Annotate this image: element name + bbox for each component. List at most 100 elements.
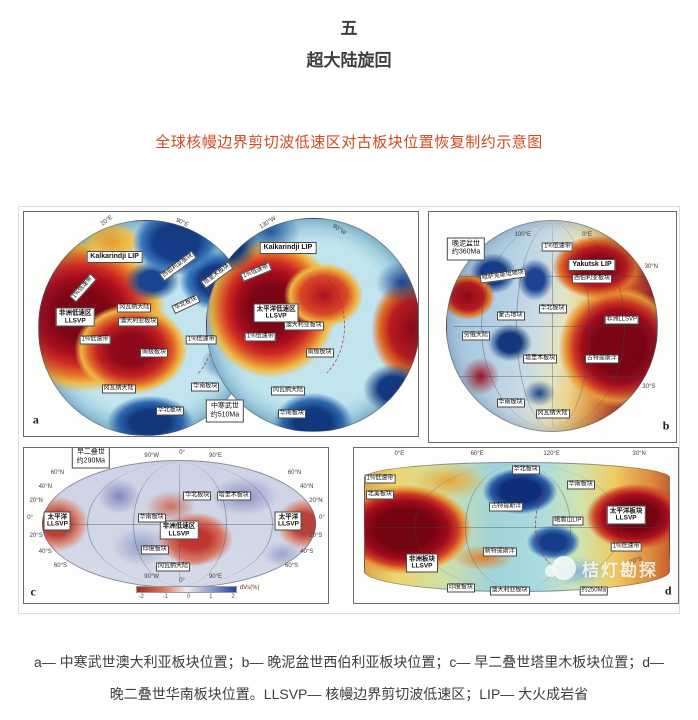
map-label: 太平洋 LLSVP [43,511,71,531]
map-label: 太平洋低速区 LLSVP [253,303,299,323]
map-label: 约250Ma [579,586,608,596]
axis-tick-label: 0° [179,578,185,585]
colorbar-label: dVs(%) [239,584,260,591]
map-label: 华南板块 [496,398,525,408]
axis-tick-label: 60°E [470,451,484,458]
map-label: 北美板块 [365,490,394,499]
map-label: 1%低速带 [542,242,573,251]
axis-tick-label: 20°N [29,497,43,504]
map-label: 太平洋板块 LLSVP [606,505,646,525]
graticule-line [453,326,651,327]
map-label: 塔里木板块 [523,354,558,364]
map-label: Kalkarindji LIP [86,250,143,263]
map-label: 蒙古地块 [496,311,525,320]
graticule-line [374,527,660,528]
axis-tick-label: 0° [27,514,33,521]
colorbar-gradient [136,585,237,593]
colorbar-tick: 0 [186,593,191,600]
panel-letter: d [664,583,672,598]
map-label: 华北板块 [183,491,212,501]
map-label: Kalkarindji LIP [259,241,317,254]
axis-tick-label: 60°S [284,562,299,569]
axis-tick-label: 20°N [309,497,323,504]
colorbar-tick: 2 [231,593,235,600]
panel-d-permian-late: 桔灯勘探 0°E 60°E 120°E 30°N 30°S 1%低速带 北美板块 华北板块 华南… [353,447,679,604]
axis-tick-label: 0° [319,514,325,521]
map-label: 冈瓦纳大陆 [155,562,190,572]
axis-tick-label: 90°E [208,573,223,580]
map-label: 印度板块 [140,545,169,555]
axis-tick-label: 30°N [644,264,658,271]
axis-tick-label: 40°N [300,483,314,490]
map-label: 澳大利亚板块 [118,317,159,327]
graticule-line [480,223,626,429]
map-label: 南极板块 [140,348,169,358]
watermark-text: 桔灯勘探 [582,560,658,580]
axis-tick-label: 60°N [50,469,65,476]
map-label: 塔里木板块 [216,491,251,501]
axis-tick-label: 40°S [38,548,52,555]
axis-tick-label: 30°S [642,383,656,390]
map-label: 非洲低速区 LLSVP [55,307,95,327]
colorbar-tick: 1 [209,593,213,600]
section-number: 五 [340,19,358,38]
axis-tick-label: 30°N [632,451,646,458]
map-label: 华北板块 [538,304,567,314]
axis-tick-label: 20°S [309,533,323,540]
axis-tick-label: 20°S [29,533,43,540]
map-label: 冈瓦纳大陆 [117,303,152,313]
axis-tick-label: 100°E [514,232,532,238]
caption-line-1: a— 中寒武世澳大利亚板块位置；b— 晚泥盆世西伯利亚板块位置；c— 早二叠世塔… [33,654,665,670]
colorbar-tick: -2 [138,593,144,600]
map-label: 古特提斯洋 [489,502,524,512]
map-label: 非洲LLSVP [604,315,639,325]
colorbar-ticks: -2 -1 0 1 2 [136,594,236,600]
axis-tick-label: 40°N [38,483,52,490]
axis-tick-label: 120°E [543,451,560,458]
colorbar-tick: -1 [162,593,169,600]
panel-c-permian-early: -2 -1 0 1 2 dVs(%) 早二叠世 约290Ma 90°W 0° 90°E 60°N 4… [23,447,329,604]
panel-letter: c [30,584,36,599]
map-label: 晚泥盆世 约360Ma [446,237,486,261]
map-label: 中寒武世 约510Ma [205,399,245,423]
axis-tick-label: 40°S [300,548,314,555]
map-label: 非洲低速区 LLSVP [159,520,199,540]
graticule-line [86,462,274,586]
axis-tick-label: 60°S [53,562,68,569]
map-label: 南极板块 [305,348,334,358]
map-label: 华南板块 [191,382,220,392]
map-label: 古特提斯洋 [584,354,619,364]
watermark-logo-icon [545,556,576,580]
graticule-line [453,275,651,277]
map-label: 澳大利亚板块 [489,586,530,596]
section-title: 超大陆旋回 [306,51,392,70]
map-label: 1%低速带 [245,332,276,342]
graticule-line [453,376,651,378]
watermark: 桔灯勘探 [545,551,678,585]
map-label: 华南板块 [137,513,166,523]
map-label: 冈瓦纳大陆 [101,384,136,394]
map-label: 华北板块 [155,406,184,416]
axis-tick-label: 90°E [208,452,223,459]
map-label: 华南板块 [277,409,306,419]
map-label: 1%低速带 [185,335,217,345]
map-label: 峨眉山LIP [552,516,584,526]
panel-letter: a [32,412,39,427]
map-label: 太平洋 LLSVP [274,511,302,531]
figure-image: 20°E 90°E 130°W 90°W Kalkarindji LIP Kalkarin… [18,206,680,614]
figure-caption: a— 中寒武世澳大利亚板块位置；b— 晚泥盆世西伯利亚板块位置；c— 早二叠世塔… [0,646,698,710]
map-label: 劳俄大陆 [461,331,490,341]
map-label: 澳大利亚板块 [283,321,324,331]
axis-tick-label: 0° [179,449,185,456]
map-label: 新特提斯洋 [482,547,517,557]
panel-a-cambrian: 20°E 90°E 130°W 90°W Kalkarindji LIP Kalkarin… [23,211,419,437]
subduction-arc [232,261,345,391]
axis-tick-label: 90°W [144,573,160,580]
map-label: 早二叠世 约290Ma [71,448,111,469]
axis-tick-label: 0°E [394,451,405,458]
map-label: 西伯利亚板块 [572,274,613,284]
map-label: 1%低速带 [79,335,111,345]
panel-b-devonian: 晚泥盆世 约360Ma 100°E 0°E 30°N 30°S 1%低速带 Yakutsk L… [428,211,677,443]
map-label: Yakutsk LIP [568,258,616,271]
